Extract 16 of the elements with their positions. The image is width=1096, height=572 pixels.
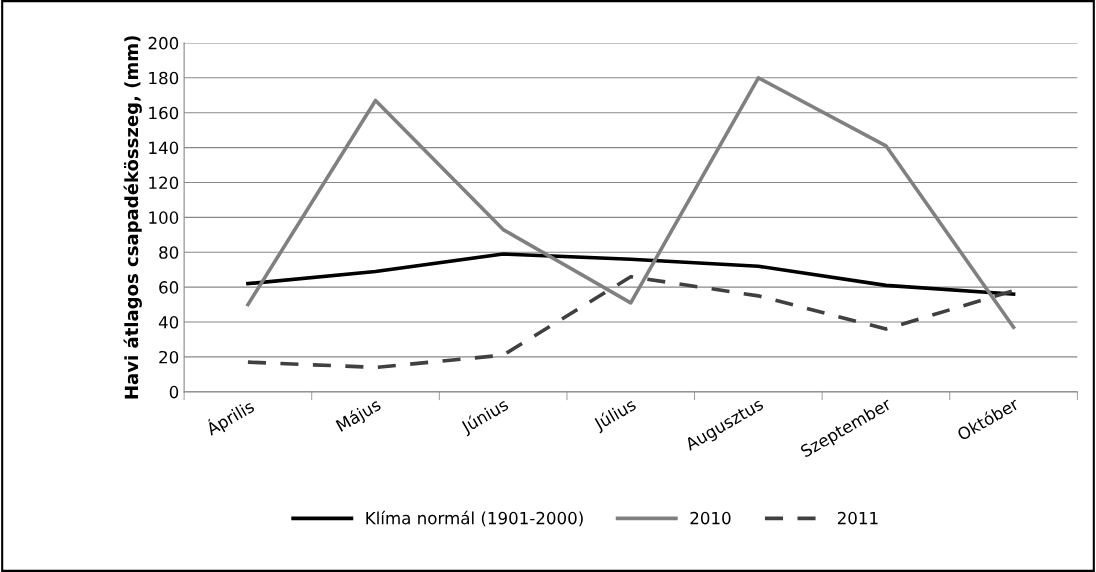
y-tick-label: 120 <box>149 176 179 190</box>
y-tick-label: 80 <box>159 246 179 259</box>
y-tick-label: 160 <box>149 106 179 120</box>
y-axis-title: Havi átlagos csapadékösszeg, (mm) <box>123 36 142 399</box>
legend-label: 2011 <box>837 511 878 525</box>
y-tick-label: 180 <box>149 71 179 85</box>
y-tick-label: 40 <box>158 316 179 329</box>
line-series <box>246 252 1016 296</box>
y-tick-label: 200 <box>148 36 179 50</box>
y-tick-label: 100 <box>149 211 179 224</box>
y-tick-label: 60 <box>159 281 179 294</box>
legend-label: 2010 <box>690 511 731 525</box>
y-tick-label: 0 <box>169 385 179 399</box>
legend-label: Klíma normál (1901-2000) <box>366 510 583 527</box>
y-tick-label: 20 <box>159 350 179 364</box>
y-tick-label: 140 <box>149 141 179 155</box>
